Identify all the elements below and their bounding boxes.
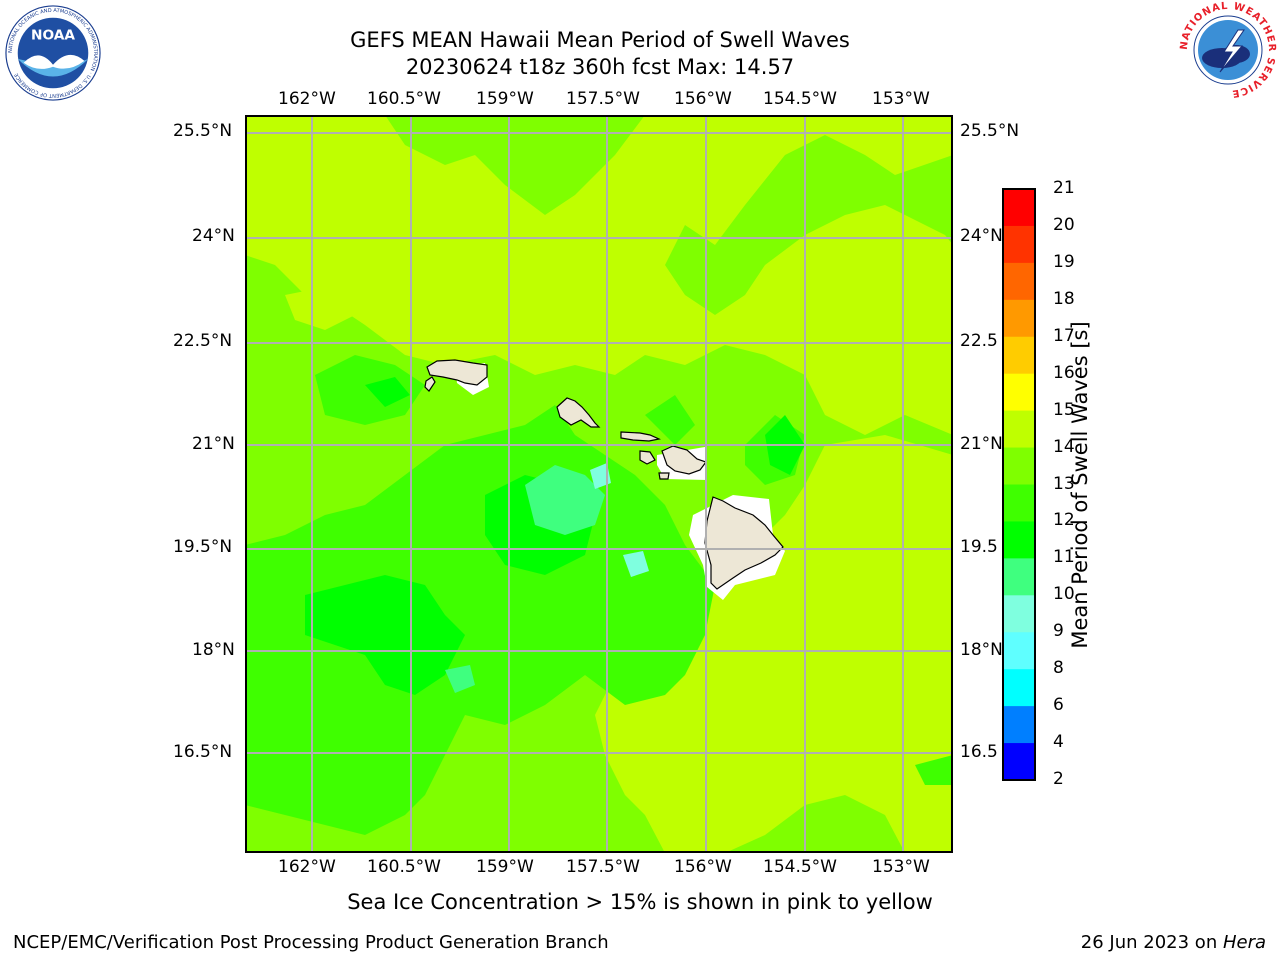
- kauai-island: [426, 359, 488, 386]
- colorbar-swatch: [1003, 595, 1035, 633]
- lat-label-right: 22.5: [960, 331, 998, 351]
- lon-label-bottom: 156°W: [674, 857, 732, 877]
- colorbar-swatch: [1003, 447, 1035, 485]
- aqua-green-regions: [445, 465, 605, 693]
- colorbar-swatch: [1003, 632, 1035, 670]
- lat-label-left: 24°N: [192, 226, 235, 246]
- sea-ice-caption: Sea Ice Concentration > 15% is shown in …: [347, 890, 933, 914]
- lon-label-top: 153°W: [872, 89, 930, 109]
- colorbar-swatch: [1003, 410, 1035, 449]
- footer-branch: NCEP/EMC/Verification Post Processing Pr…: [13, 932, 609, 953]
- colorbar-tick-label: 14: [1053, 436, 1075, 457]
- lon-label-top: 154.5°W: [763, 89, 837, 109]
- lon-label-top: 162°W: [278, 89, 336, 109]
- lat-label-left: 21°N: [192, 434, 235, 454]
- lon-label-top: 159°W: [476, 89, 534, 109]
- oahu-island: [556, 397, 601, 428]
- lon-label-bottom: 154.5°W: [763, 857, 837, 877]
- colorbar-tick-label: 9: [1053, 621, 1064, 642]
- yellow-green-regions: [245, 115, 953, 853]
- noaa-logo-text: NOAA: [31, 27, 75, 43]
- land-areas: [424, 359, 784, 590]
- chart-subtitle: 20230624 t18z 360h fcst Max: 14.57: [405, 55, 795, 79]
- colorbar-swatch: [1003, 521, 1035, 559]
- lat-label-right: 16.5: [960, 742, 998, 762]
- colorbar-swatch: [1003, 669, 1035, 707]
- colorbar-swatch: [1003, 225, 1035, 264]
- colorbar-tick-label: 18: [1053, 288, 1075, 309]
- lon-label-top: 156°W: [674, 89, 732, 109]
- colorbar-tick-label: 13: [1053, 473, 1075, 494]
- colorbar-tick-label: 20: [1053, 214, 1075, 235]
- colorbar-tick-label: 11: [1053, 547, 1075, 568]
- graticule: [245, 115, 953, 853]
- lat-label-right: 24°N: [960, 226, 1003, 246]
- footer-date-text: 26 Jun 2023 on: [1080, 932, 1223, 953]
- colorbar-swatch: [1003, 189, 1035, 227]
- lon-label-bottom: 153°W: [872, 857, 930, 877]
- lat-label-right: 25.5°N: [960, 121, 1020, 141]
- lat-label-left: 22.5°N: [173, 331, 233, 351]
- pale-cyan-regions: [590, 463, 649, 577]
- lon-label-bottom: 157.5°W: [566, 857, 640, 877]
- lon-label-bottom: 159°W: [476, 857, 534, 877]
- colorbar-swatch: [1003, 743, 1035, 781]
- colorbar-swatch: [1003, 558, 1035, 596]
- colorbar-tick-label: 19: [1053, 251, 1075, 272]
- lat-label-right: 18°N: [960, 640, 1003, 660]
- colorbar-frame: [1002, 188, 1036, 781]
- colorbar-tick-label: 10: [1053, 584, 1075, 605]
- swell-period-map: [245, 115, 953, 853]
- colorbar-tick-label: 4: [1053, 732, 1064, 753]
- lat-label-left: 25.5°N: [173, 121, 233, 141]
- lat-label-left: 16.5°N: [173, 742, 233, 762]
- colorbar-swatch: [1003, 262, 1035, 301]
- lon-label-top: 157.5°W: [566, 89, 640, 109]
- lat-label-left: 18°N: [192, 640, 235, 660]
- map-frame: [245, 115, 953, 853]
- colorbar-tick-label: 6: [1053, 695, 1064, 716]
- lat-label-right: 21°N: [960, 434, 1003, 454]
- colorbar-swatch: [1003, 299, 1035, 338]
- colorbar-tick-label: 2: [1053, 769, 1064, 789]
- maui-island: [661, 445, 707, 475]
- colorbar: [1002, 188, 1036, 781]
- colorbar-tick-label: 8: [1053, 658, 1064, 679]
- lon-label-top: 160.5°W: [367, 89, 441, 109]
- colorbar-swatch: [1003, 484, 1035, 522]
- colorbar-swatch: [1003, 706, 1035, 744]
- lanai-island: [639, 450, 656, 465]
- footer-host: Hera: [1222, 932, 1266, 953]
- lon-label-bottom: 160.5°W: [367, 857, 441, 877]
- noaa-logo: NOAA NATIONAL OCEANIC AND ATMOSPHERIC AD…: [5, 5, 101, 101]
- niihau-island: [424, 376, 436, 392]
- lat-label-left: 19.5°N: [173, 537, 233, 557]
- lat-label-right: 19.5: [960, 537, 998, 557]
- colorbar-tick-label: 15: [1053, 399, 1075, 420]
- colorbar-tick-label: 21: [1053, 178, 1075, 198]
- lon-label-bottom: 162°W: [278, 857, 336, 877]
- nws-logo: NATIONAL WEATHER SERVICE: [1179, 1, 1276, 99]
- colorbar-tick-label: 12: [1053, 510, 1075, 531]
- footer-date: 26 Jun 2023 on Hera: [1081, 932, 1266, 953]
- colorbar-swatch: [1003, 336, 1035, 375]
- colorbar-label: Mean Period of Swell Waves [s]: [1068, 321, 1092, 649]
- colorbar-swatch: [1003, 373, 1035, 412]
- chart-title: GEFS MEAN Hawaii Mean Period of Swell Wa…: [350, 28, 850, 52]
- colorbar-tick-label: 17: [1053, 325, 1075, 346]
- colorbar-tick-label: 16: [1053, 362, 1075, 383]
- kahoolawe-island: [658, 472, 670, 480]
- hawaii-island: [704, 496, 784, 590]
- molokai-island: [620, 431, 661, 442]
